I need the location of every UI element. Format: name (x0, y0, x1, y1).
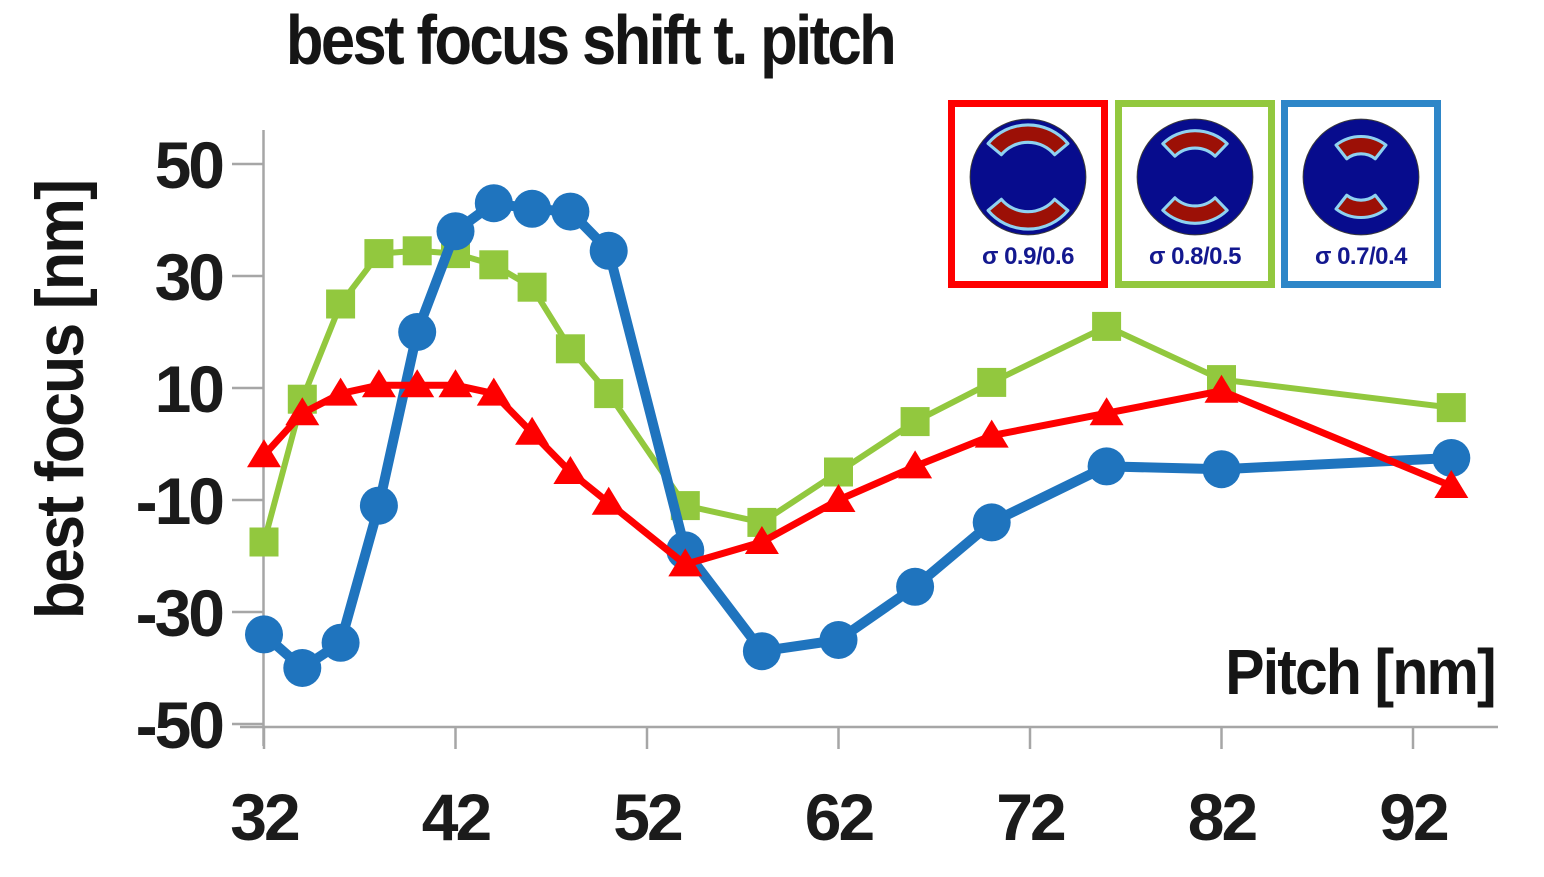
svg-text:-30: -30 (136, 576, 223, 650)
svg-text:42: 42 (422, 780, 491, 854)
legend-item-sigma-0.8-0.5: σ 0.8/0.5 (1115, 100, 1275, 288)
svg-text:82: 82 (1188, 780, 1257, 854)
legend-label: σ 0.8/0.5 (1149, 243, 1241, 270)
pupil-diagram-icon (1302, 118, 1420, 236)
svg-text:-10: -10 (136, 464, 223, 538)
pupil-diagram-icon (969, 118, 1087, 236)
chart-title: best focus shift t. pitch (285, 1, 897, 79)
svg-text:32: 32 (230, 780, 299, 854)
svg-text:50: 50 (155, 128, 223, 202)
svg-text:62: 62 (805, 780, 874, 854)
legend-item-sigma-0.9-0.6: σ 0.9/0.6 (948, 100, 1108, 288)
y-axis-title: best focus [nm] (22, 180, 98, 620)
svg-text:52: 52 (613, 780, 682, 854)
legend-label: σ 0.9/0.6 (982, 243, 1074, 270)
x-axis-title: Pitch [nm] (1225, 636, 1496, 708)
svg-text:-50: -50 (136, 688, 223, 762)
legend-item-sigma-0.7-0.4: σ 0.7/0.4 (1281, 100, 1441, 288)
pupil-diagram-icon (1136, 118, 1254, 236)
svg-text:10: 10 (155, 352, 223, 426)
legend-label: σ 0.7/0.4 (1315, 243, 1407, 270)
svg-text:72: 72 (996, 780, 1065, 854)
svg-text:30: 30 (155, 240, 223, 314)
svg-text:92: 92 (1379, 780, 1448, 854)
